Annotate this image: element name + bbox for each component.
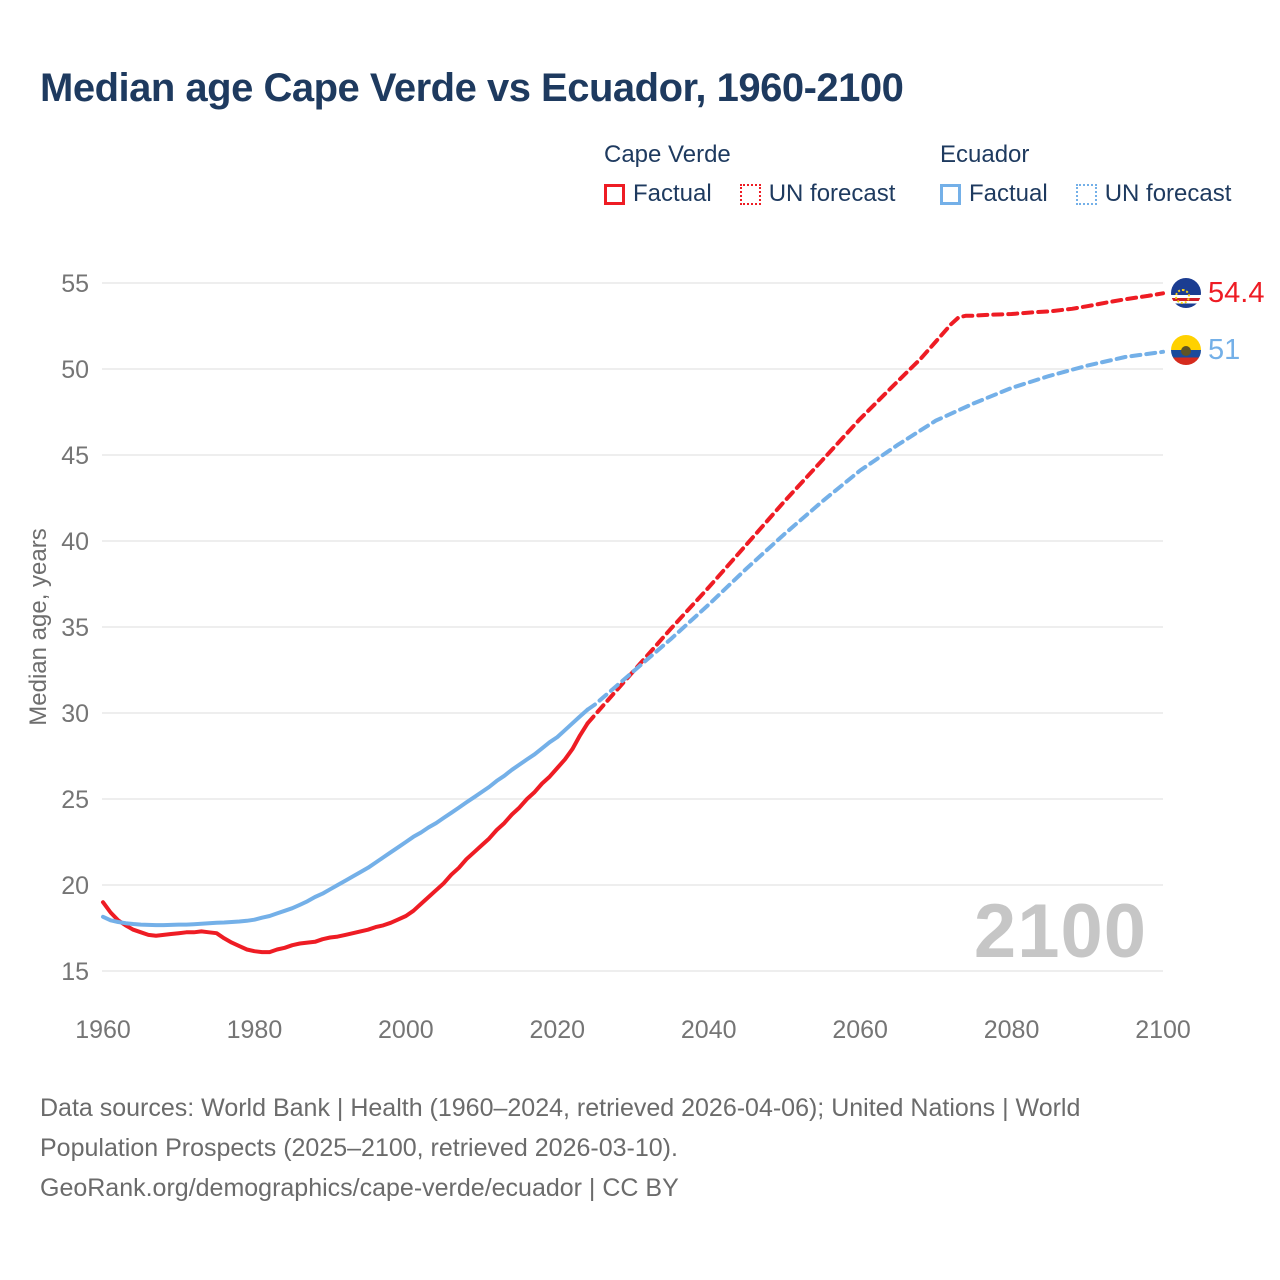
legend-item-label: Factual — [969, 180, 1048, 207]
legend-item-label: Factual — [633, 180, 712, 207]
legend-group-ecuador: Ecuador Factual UN forecast — [940, 141, 1231, 208]
legend-item-label: UN forecast — [768, 180, 896, 207]
svg-text:2040: 2040 — [681, 1016, 737, 1044]
svg-text:2020: 2020 — [529, 1016, 585, 1044]
svg-text:2060: 2060 — [832, 1016, 888, 1044]
svg-text:Median age, years: Median age, years — [25, 528, 52, 725]
svg-text:1960: 1960 — [75, 1016, 131, 1044]
svg-text:40: 40 — [61, 528, 89, 556]
legend-group-cape-verde: Cape Verde Factual UN forecast — [604, 141, 895, 208]
legend-item-ecuador-forecast[interactable]: UN forecast — [1075, 180, 1232, 208]
svg-text:45: 45 — [61, 442, 89, 470]
solid-line-swatch-icon — [604, 183, 625, 205]
legend-item-ecuador-factual[interactable]: Factual — [940, 180, 1048, 208]
source-line: Population Prospects (2025–2100, retriev… — [40, 1134, 678, 1162]
end-value-ecuador: 51 — [1208, 334, 1241, 366]
legend-item-label: UN forecast — [1104, 180, 1232, 207]
watermark-year: 2100 — [973, 889, 1147, 974]
legend-header-ecuador: Ecuador — [940, 141, 1030, 168]
svg-text:15: 15 — [61, 958, 89, 986]
solid-line-swatch-icon — [940, 183, 961, 205]
end-label-cape-verde: 54.4 — [1171, 278, 1264, 308]
page-title: Median age Cape Verde vs Ecuador, 1960-2… — [40, 66, 904, 110]
svg-text:2100: 2100 — [1135, 1016, 1191, 1044]
ecuador-flag-icon — [1171, 335, 1201, 365]
svg-text:55: 55 — [61, 270, 89, 298]
source-url-line: GeoRank.org/demographics/cape-verde/ecua… — [40, 1174, 679, 1202]
legend-item-cape-verde-factual[interactable]: Factual — [604, 180, 712, 208]
cape-verde-flag-icon — [1171, 278, 1201, 308]
svg-text:2000: 2000 — [378, 1016, 434, 1044]
svg-text:2080: 2080 — [984, 1016, 1040, 1044]
svg-text:20: 20 — [61, 872, 89, 900]
legend-item-cape-verde-forecast[interactable]: UN forecast — [739, 180, 896, 208]
source-line: Data sources: World Bank | Health (1960–… — [40, 1094, 1081, 1122]
svg-text:35: 35 — [61, 614, 89, 642]
svg-text:50: 50 — [61, 356, 89, 384]
dotted-line-swatch-icon — [739, 183, 761, 205]
dotted-line-swatch-icon — [1075, 183, 1097, 205]
end-value-cape-verde: 54.4 — [1208, 277, 1265, 309]
svg-text:30: 30 — [61, 700, 89, 728]
end-label-ecuador: 51 — [1171, 335, 1240, 365]
legend-header-cape-verde: Cape Verde — [604, 141, 731, 168]
svg-text:1980: 1980 — [227, 1016, 283, 1044]
svg-text:25: 25 — [61, 786, 89, 814]
data-sources-note: Data sources: World Bank | Health (1960–… — [40, 1088, 1080, 1208]
